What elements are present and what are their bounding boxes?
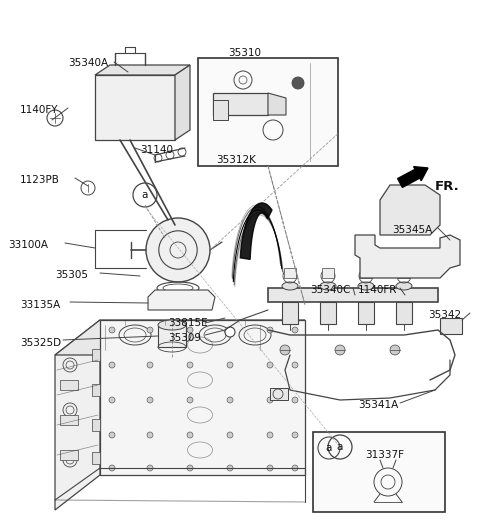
FancyBboxPatch shape: [92, 452, 100, 464]
FancyBboxPatch shape: [284, 268, 296, 278]
Polygon shape: [268, 93, 286, 115]
FancyBboxPatch shape: [322, 268, 334, 278]
Text: 35340A: 35340A: [68, 58, 108, 68]
Circle shape: [187, 397, 193, 403]
Ellipse shape: [282, 282, 298, 290]
FancyBboxPatch shape: [396, 302, 412, 324]
FancyBboxPatch shape: [282, 302, 298, 324]
FancyBboxPatch shape: [270, 388, 288, 400]
Polygon shape: [148, 290, 215, 310]
Circle shape: [109, 397, 115, 403]
Circle shape: [109, 362, 115, 368]
Circle shape: [109, 327, 115, 333]
FancyBboxPatch shape: [95, 75, 175, 140]
Circle shape: [292, 77, 304, 89]
Circle shape: [335, 345, 345, 355]
FancyBboxPatch shape: [398, 268, 410, 278]
Text: 1123PB: 1123PB: [20, 175, 60, 185]
Circle shape: [267, 362, 273, 368]
Circle shape: [267, 432, 273, 438]
Circle shape: [109, 465, 115, 471]
Circle shape: [187, 362, 193, 368]
Circle shape: [227, 465, 233, 471]
FancyArrow shape: [397, 167, 428, 187]
Text: 35305: 35305: [55, 270, 88, 280]
Text: a: a: [142, 190, 148, 200]
Text: 33100A: 33100A: [8, 240, 48, 250]
Circle shape: [147, 397, 153, 403]
Polygon shape: [55, 320, 305, 355]
Text: 33135A: 33135A: [20, 300, 60, 310]
Circle shape: [292, 327, 298, 333]
Circle shape: [267, 397, 273, 403]
Circle shape: [267, 327, 273, 333]
Circle shape: [292, 397, 298, 403]
Text: 35342: 35342: [428, 310, 461, 320]
Circle shape: [227, 397, 233, 403]
Text: 1140FY: 1140FY: [20, 105, 59, 115]
Text: 33815E: 33815E: [168, 318, 208, 328]
Polygon shape: [55, 320, 100, 510]
Text: 1140FR: 1140FR: [358, 285, 397, 295]
Text: FR.: FR.: [435, 180, 460, 193]
Circle shape: [227, 432, 233, 438]
FancyBboxPatch shape: [92, 384, 100, 396]
Circle shape: [147, 465, 153, 471]
FancyBboxPatch shape: [360, 268, 372, 278]
Circle shape: [109, 432, 115, 438]
Polygon shape: [355, 235, 460, 278]
Text: 35341A: 35341A: [358, 400, 398, 410]
Circle shape: [147, 432, 153, 438]
Circle shape: [147, 362, 153, 368]
Circle shape: [280, 345, 290, 355]
Circle shape: [292, 362, 298, 368]
Circle shape: [187, 432, 193, 438]
Text: 31337F: 31337F: [365, 450, 404, 460]
Ellipse shape: [158, 320, 186, 330]
Text: 35345A: 35345A: [392, 225, 432, 235]
Text: 31140: 31140: [140, 145, 173, 155]
FancyBboxPatch shape: [213, 93, 268, 115]
FancyBboxPatch shape: [313, 432, 445, 512]
Polygon shape: [240, 203, 272, 259]
Circle shape: [390, 345, 400, 355]
Text: 35340C: 35340C: [310, 285, 350, 295]
Circle shape: [292, 465, 298, 471]
FancyBboxPatch shape: [198, 58, 338, 166]
Polygon shape: [100, 320, 305, 475]
Text: 35312K: 35312K: [216, 155, 256, 165]
Circle shape: [146, 218, 210, 282]
FancyBboxPatch shape: [92, 349, 100, 361]
Circle shape: [292, 432, 298, 438]
Text: a: a: [337, 442, 343, 452]
Polygon shape: [175, 65, 190, 140]
Text: 35310: 35310: [228, 48, 261, 58]
FancyBboxPatch shape: [60, 380, 78, 390]
FancyBboxPatch shape: [92, 419, 100, 431]
Circle shape: [225, 327, 235, 337]
FancyBboxPatch shape: [158, 325, 186, 347]
FancyBboxPatch shape: [60, 450, 78, 460]
Circle shape: [187, 327, 193, 333]
FancyBboxPatch shape: [440, 318, 462, 334]
Text: a: a: [326, 443, 332, 453]
Text: 35309: 35309: [168, 333, 201, 343]
Circle shape: [267, 465, 273, 471]
FancyBboxPatch shape: [213, 100, 228, 120]
Circle shape: [227, 362, 233, 368]
Polygon shape: [95, 65, 190, 75]
Circle shape: [187, 465, 193, 471]
Ellipse shape: [396, 282, 412, 290]
Circle shape: [147, 327, 153, 333]
FancyBboxPatch shape: [268, 288, 438, 302]
Text: 35325D: 35325D: [20, 338, 61, 348]
Circle shape: [227, 327, 233, 333]
FancyBboxPatch shape: [320, 302, 336, 324]
FancyBboxPatch shape: [358, 302, 374, 324]
Ellipse shape: [320, 282, 336, 290]
Polygon shape: [380, 185, 440, 235]
Ellipse shape: [358, 282, 374, 290]
FancyBboxPatch shape: [60, 415, 78, 425]
